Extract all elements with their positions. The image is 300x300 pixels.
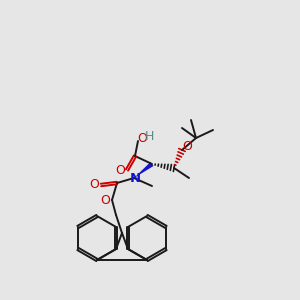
- Polygon shape: [134, 162, 154, 178]
- Text: H: H: [144, 130, 154, 142]
- Text: O: O: [182, 140, 192, 152]
- Text: O: O: [137, 131, 147, 145]
- Text: O: O: [89, 178, 99, 191]
- Text: O: O: [100, 194, 110, 208]
- Text: N: N: [129, 172, 141, 185]
- Text: O: O: [115, 164, 125, 178]
